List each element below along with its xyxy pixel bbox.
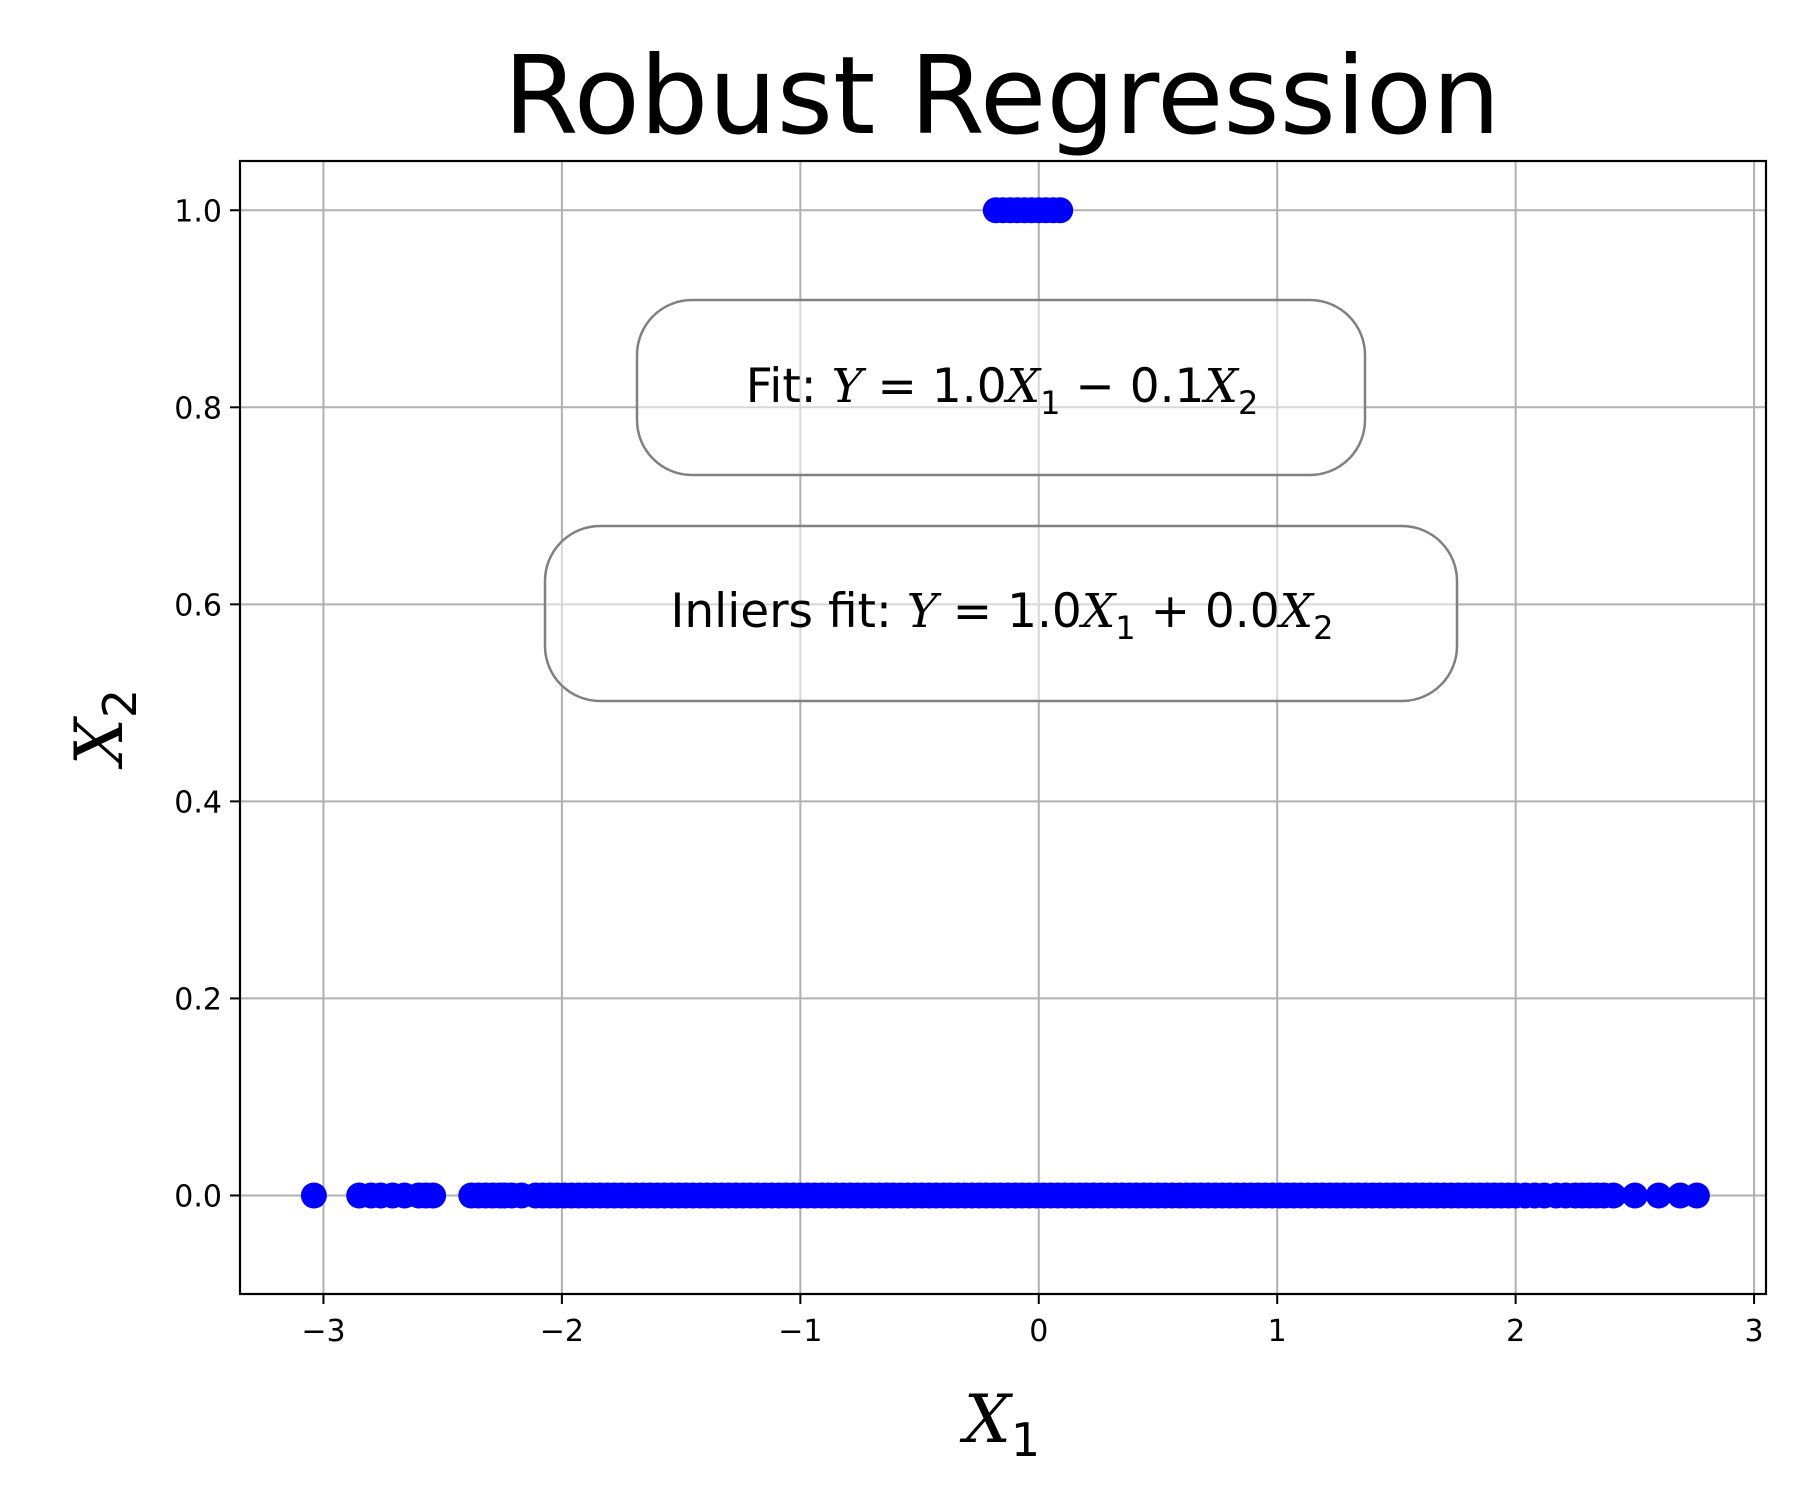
annotation-eq: = bbox=[938, 584, 1007, 639]
annotation-s1: 1 bbox=[1115, 609, 1135, 647]
chart-title: Robust Regression bbox=[504, 34, 1501, 159]
annotation-s1: 1 bbox=[1040, 384, 1060, 422]
annotation-v2: X bbox=[1200, 359, 1240, 414]
x-axis-label-sub: 1 bbox=[1011, 1413, 1040, 1467]
data-point bbox=[1683, 1182, 1710, 1209]
annotation-v1: X bbox=[1003, 359, 1043, 414]
data-point bbox=[1645, 1182, 1672, 1209]
annotation-lhs: Y bbox=[907, 584, 942, 639]
y-tick-label: 1.0 bbox=[174, 194, 222, 229]
plot-frame bbox=[238, 159, 1768, 1296]
annotation-c1: 1.0 bbox=[1007, 584, 1082, 639]
y-axis-ticks: 0.0 0.2 0.4 0.6 0.8 1.0 bbox=[174, 194, 240, 1214]
data-point bbox=[420, 1182, 447, 1209]
annotation-prefix: Fit: bbox=[746, 359, 832, 414]
y-tick-label: 0.8 bbox=[174, 391, 222, 426]
data-point bbox=[1047, 197, 1074, 224]
x-tick-label: −3 bbox=[301, 1314, 345, 1349]
annotation-eq: = bbox=[863, 359, 932, 414]
x-tick-label: 1 bbox=[1268, 1314, 1287, 1349]
data-point bbox=[1621, 1182, 1648, 1209]
y-tick-label: 0.4 bbox=[174, 785, 222, 820]
annotation-frame bbox=[635, 298, 1367, 477]
annotation-lhs: Y bbox=[832, 359, 867, 414]
y-tick-label: 0.6 bbox=[174, 588, 222, 623]
x-tick-label: −2 bbox=[540, 1314, 584, 1349]
annotation-s2: 2 bbox=[1313, 609, 1333, 647]
annotation-c1: 1.0 bbox=[932, 359, 1007, 414]
y-axis-label-sub: 2 bbox=[93, 689, 147, 718]
annotation-s2: 2 bbox=[1238, 384, 1258, 422]
annotation-box: Inliers fit: Y = 1.0X1 + 0.0X2 bbox=[543, 524, 1459, 703]
annotation-c2: 0.1 bbox=[1130, 359, 1205, 414]
annotation-op: + bbox=[1136, 584, 1205, 639]
y-axis-label-var: X bbox=[61, 715, 138, 770]
x-tick-label: −1 bbox=[778, 1314, 822, 1349]
data-point bbox=[300, 1182, 327, 1209]
x-tick-label: 2 bbox=[1506, 1314, 1525, 1349]
x-axis-label-var: X bbox=[959, 1381, 1014, 1458]
y-tick-label: 0.0 bbox=[174, 1179, 222, 1214]
y-axis-label: X2 bbox=[61, 689, 147, 770]
y-tick-label: 0.2 bbox=[174, 982, 222, 1017]
x-axis-label: X1 bbox=[959, 1381, 1040, 1467]
annotation-v2: X bbox=[1276, 584, 1316, 639]
annotation-prefix: Inliers fit: bbox=[671, 584, 907, 639]
annotation-v1: X bbox=[1078, 584, 1118, 639]
annotation-c2: 0.0 bbox=[1205, 584, 1280, 639]
annotation-text: Inliers fit: Y = 1.0X1 + 0.0X2 bbox=[671, 584, 1334, 647]
data-point bbox=[1600, 1182, 1627, 1209]
annotation-frame bbox=[543, 524, 1459, 703]
x-tick-label: 3 bbox=[1745, 1314, 1764, 1349]
x-tick-label: 0 bbox=[1029, 1314, 1048, 1349]
annotation-op: − bbox=[1060, 359, 1129, 414]
annotation-box: Fit: Y = 1.0X1 − 0.1X2 bbox=[635, 298, 1367, 477]
scatter-points bbox=[300, 197, 1710, 1209]
x-axis-ticks: −3 −2 −1 0 1 2 3 bbox=[301, 1294, 1764, 1349]
annotation-text: Fit: Y = 1.0X1 − 0.1X2 bbox=[746, 359, 1259, 422]
